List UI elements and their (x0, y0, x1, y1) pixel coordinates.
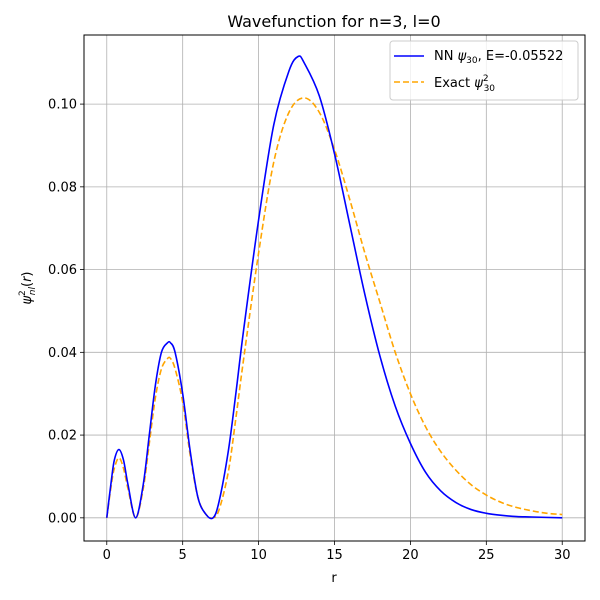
legend-label-nn: NN ψ30, E=-0.05522 (434, 49, 563, 66)
x-tick-label: 20 (402, 548, 419, 563)
nn-series-line (105, 55, 563, 520)
x-axis-label: r (331, 571, 337, 586)
plot-frame (83, 34, 586, 542)
y-tick-label: 0.08 (48, 180, 77, 195)
legend: NN ψ30, E=-0.05522 Exact ψ2 30 (389, 40, 579, 101)
x-tick-label: 15 (326, 548, 343, 563)
x-tick-label: 25 (478, 548, 495, 563)
x-tick-label: 0 (103, 548, 111, 563)
grid (84, 35, 585, 541)
x-tick-label: 10 (250, 548, 267, 563)
y-tick-label: 0.04 (48, 346, 77, 361)
x-tick-label: 5 (179, 548, 187, 563)
y-tick-label: 0.10 (48, 98, 77, 113)
y-axis-label: ψ2nl(r) (18, 271, 38, 304)
legend-box (389, 40, 579, 101)
chart-title: Wavefunction for n=3, l=0 (227, 12, 440, 31)
x-tick-label: 30 (554, 548, 571, 563)
legend-label-exact: Exact ψ2 30 (434, 74, 495, 94)
y-tick-label: 0.00 (48, 511, 77, 526)
plot-series (105, 55, 563, 520)
y-tick-label: 0.02 (48, 429, 77, 444)
x-axis-ticks: 0 5 10 15 20 25 30 (103, 541, 571, 563)
y-axis-ticks: 0.00 0.02 0.04 0.06 0.08 0.10 (48, 98, 84, 526)
y-tick-label: 0.06 (48, 263, 77, 278)
